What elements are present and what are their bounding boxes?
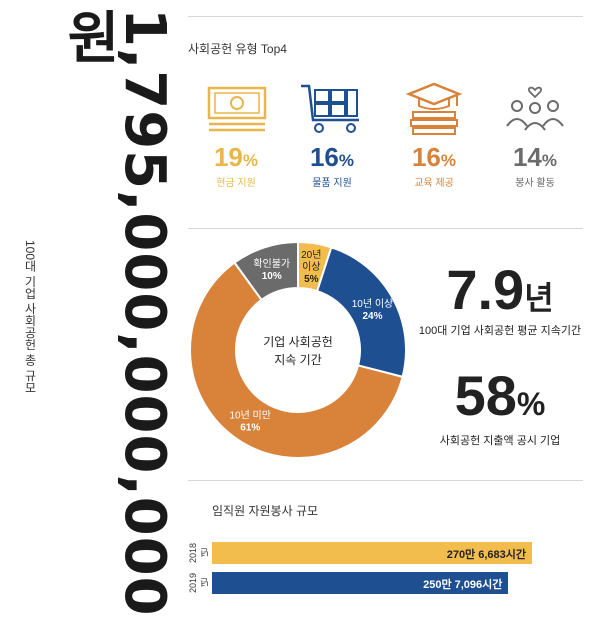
donut-slice-3 xyxy=(233,240,299,302)
volunteer-label: 봉사 활동 xyxy=(515,178,555,189)
disclosure-unit: % xyxy=(516,386,546,422)
types-section-title: 사회공헌 유형 Top4 xyxy=(188,42,287,56)
bar-year-label-0: 2018년 xyxy=(188,542,210,564)
divider-mid xyxy=(188,228,583,229)
total-amount: 1,795,000,000,000원 xyxy=(56,8,177,617)
donut-slice-2 xyxy=(189,261,404,459)
cart-icon xyxy=(301,84,359,133)
donut-center-label-1: 기업 사회공헌 xyxy=(263,335,333,349)
divider-top xyxy=(188,16,583,17)
disclosure-stat: 58% xyxy=(420,368,580,424)
total-label: 100대 기업 사회공헌 총 규모 xyxy=(23,240,37,394)
duration-unit: 년 xyxy=(524,280,554,316)
graduation-icon xyxy=(405,82,463,135)
goods-label: 물품 지원 xyxy=(312,178,352,189)
duration-value: 7.9 xyxy=(446,258,525,321)
type-item-cash: 19% 현금 지원 xyxy=(186,80,286,189)
volunteer-section-title: 임직원 자원봉사 규모 xyxy=(212,504,319,518)
money-icon xyxy=(207,86,267,132)
cash-pct-sign: % xyxy=(242,151,259,170)
donut-label-1-1: 24% xyxy=(362,311,382,322)
volunteer-bar-1: 250만 7,096시간 xyxy=(212,572,509,594)
education-pct: 16 xyxy=(411,142,441,172)
donut-label-3-0: 확인불가 xyxy=(253,258,290,270)
divider-bottom xyxy=(188,480,583,481)
volunteer-bar-value-0: 270만 6,683시간 xyxy=(446,549,526,561)
cash-label: 현금 지원 xyxy=(216,178,256,189)
volunteer-bar-value-1: 250만 7,096시간 xyxy=(423,579,503,591)
donut-label-0-0: 20년 xyxy=(301,249,321,261)
type-item-education: 16% 교육 제공 xyxy=(384,80,484,189)
donut-label-0-2: 5% xyxy=(304,274,319,285)
donut-label-2-0: 10년 미만 xyxy=(229,409,271,421)
volunteer-bar-0: 270만 6,683시간 xyxy=(212,542,532,564)
disclosure-label: 사회공헌 지출액 공시 기업 xyxy=(439,435,561,447)
cash-pct: 19 xyxy=(213,142,243,172)
type-item-goods: 16% 물품 지원 xyxy=(282,80,382,189)
type-item-volunteer: 14% 봉사 활동 xyxy=(485,80,585,189)
goods-pct: 16 xyxy=(309,142,339,172)
total-amount-block: 1,795,000,000,000원 xyxy=(56,8,177,628)
donut-label-1-0: 10년 이상 xyxy=(352,298,394,310)
people-heart-icon xyxy=(506,86,564,131)
education-label: 교육 제공 xyxy=(414,178,454,189)
goods-pct-sign: % xyxy=(338,151,355,170)
volunteer-pct: 14 xyxy=(512,142,542,172)
duration-stat: 7.9년 xyxy=(420,262,580,318)
disclosure-value: 58 xyxy=(454,364,517,427)
donut-label-2-1: 61% xyxy=(240,422,260,433)
bar-year-label-1: 2019년 xyxy=(188,572,210,594)
volunteer-pct-sign: % xyxy=(541,151,558,170)
donut-label-3-1: 10% xyxy=(262,271,282,282)
duration-label: 100대 기업 사회공헌 평균 지속기간 xyxy=(418,325,582,337)
donut-center-label-2: 지속 기간 xyxy=(274,353,322,367)
donut-label-0-1: 이상 xyxy=(302,261,320,273)
education-pct-sign: % xyxy=(440,151,457,170)
